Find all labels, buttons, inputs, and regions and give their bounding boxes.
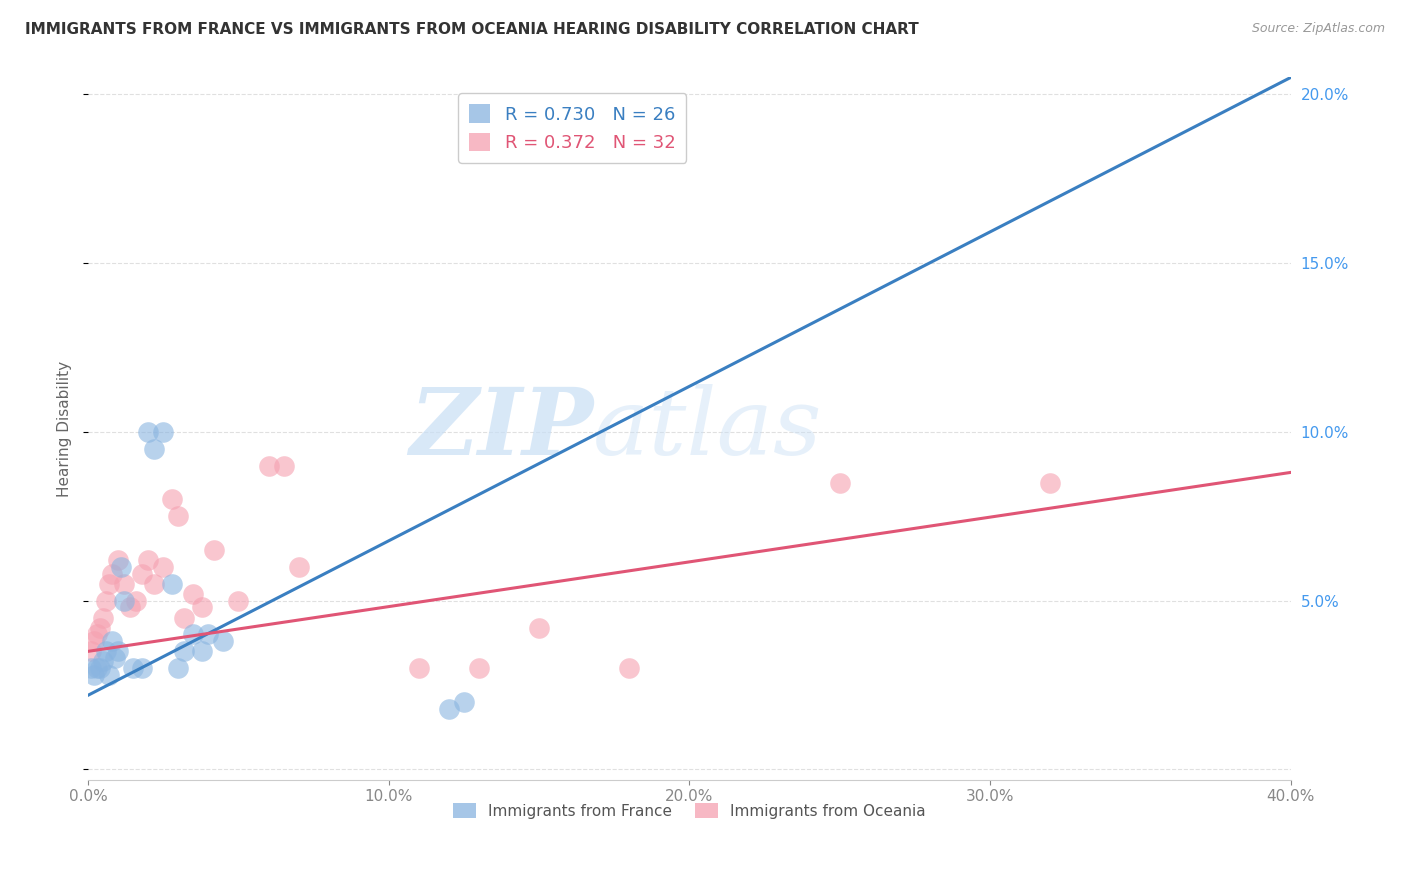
Point bbox=[143, 576, 166, 591]
Point bbox=[136, 553, 159, 567]
Point bbox=[131, 566, 153, 581]
Text: atlas: atlas bbox=[593, 384, 823, 474]
Point bbox=[96, 593, 118, 607]
Point bbox=[98, 668, 121, 682]
Point bbox=[91, 610, 114, 624]
Point bbox=[104, 651, 127, 665]
Point bbox=[86, 627, 108, 641]
Point bbox=[437, 702, 460, 716]
Point bbox=[112, 576, 135, 591]
Point bbox=[107, 553, 129, 567]
Point bbox=[408, 661, 430, 675]
Point bbox=[107, 644, 129, 658]
Point bbox=[1039, 475, 1062, 490]
Point bbox=[122, 661, 145, 675]
Point bbox=[89, 621, 111, 635]
Point bbox=[212, 634, 235, 648]
Point bbox=[112, 593, 135, 607]
Point bbox=[110, 560, 132, 574]
Legend: Immigrants from France, Immigrants from Oceania: Immigrants from France, Immigrants from … bbox=[447, 797, 932, 824]
Point bbox=[131, 661, 153, 675]
Point bbox=[162, 492, 184, 507]
Point bbox=[204, 543, 226, 558]
Point bbox=[173, 644, 195, 658]
Point bbox=[98, 576, 121, 591]
Point bbox=[287, 560, 309, 574]
Text: ZIP: ZIP bbox=[409, 384, 593, 474]
Point bbox=[173, 610, 195, 624]
Point bbox=[91, 655, 114, 669]
Point bbox=[101, 634, 124, 648]
Point bbox=[152, 560, 174, 574]
Point bbox=[619, 661, 641, 675]
Point bbox=[527, 621, 550, 635]
Point bbox=[89, 661, 111, 675]
Y-axis label: Hearing Disability: Hearing Disability bbox=[58, 360, 72, 497]
Point bbox=[83, 634, 105, 648]
Point bbox=[191, 600, 214, 615]
Point bbox=[167, 509, 190, 524]
Point bbox=[228, 593, 250, 607]
Point bbox=[125, 593, 148, 607]
Text: IMMIGRANTS FROM FRANCE VS IMMIGRANTS FROM OCEANIA HEARING DISABILITY CORRELATION: IMMIGRANTS FROM FRANCE VS IMMIGRANTS FRO… bbox=[25, 22, 920, 37]
Text: Source: ZipAtlas.com: Source: ZipAtlas.com bbox=[1251, 22, 1385, 36]
Point bbox=[136, 425, 159, 439]
Point bbox=[167, 661, 190, 675]
Point bbox=[96, 644, 118, 658]
Point bbox=[191, 644, 214, 658]
Point bbox=[183, 587, 205, 601]
Point bbox=[86, 661, 108, 675]
Point bbox=[257, 458, 280, 473]
Point bbox=[143, 442, 166, 456]
Point bbox=[101, 566, 124, 581]
Point bbox=[273, 458, 295, 473]
Point bbox=[828, 475, 851, 490]
Point bbox=[468, 661, 491, 675]
Point bbox=[80, 644, 103, 658]
Point bbox=[197, 627, 219, 641]
Point bbox=[120, 600, 142, 615]
Point bbox=[83, 668, 105, 682]
Point bbox=[80, 661, 103, 675]
Point bbox=[152, 425, 174, 439]
Point bbox=[162, 576, 184, 591]
Point bbox=[453, 695, 475, 709]
Point bbox=[183, 627, 205, 641]
